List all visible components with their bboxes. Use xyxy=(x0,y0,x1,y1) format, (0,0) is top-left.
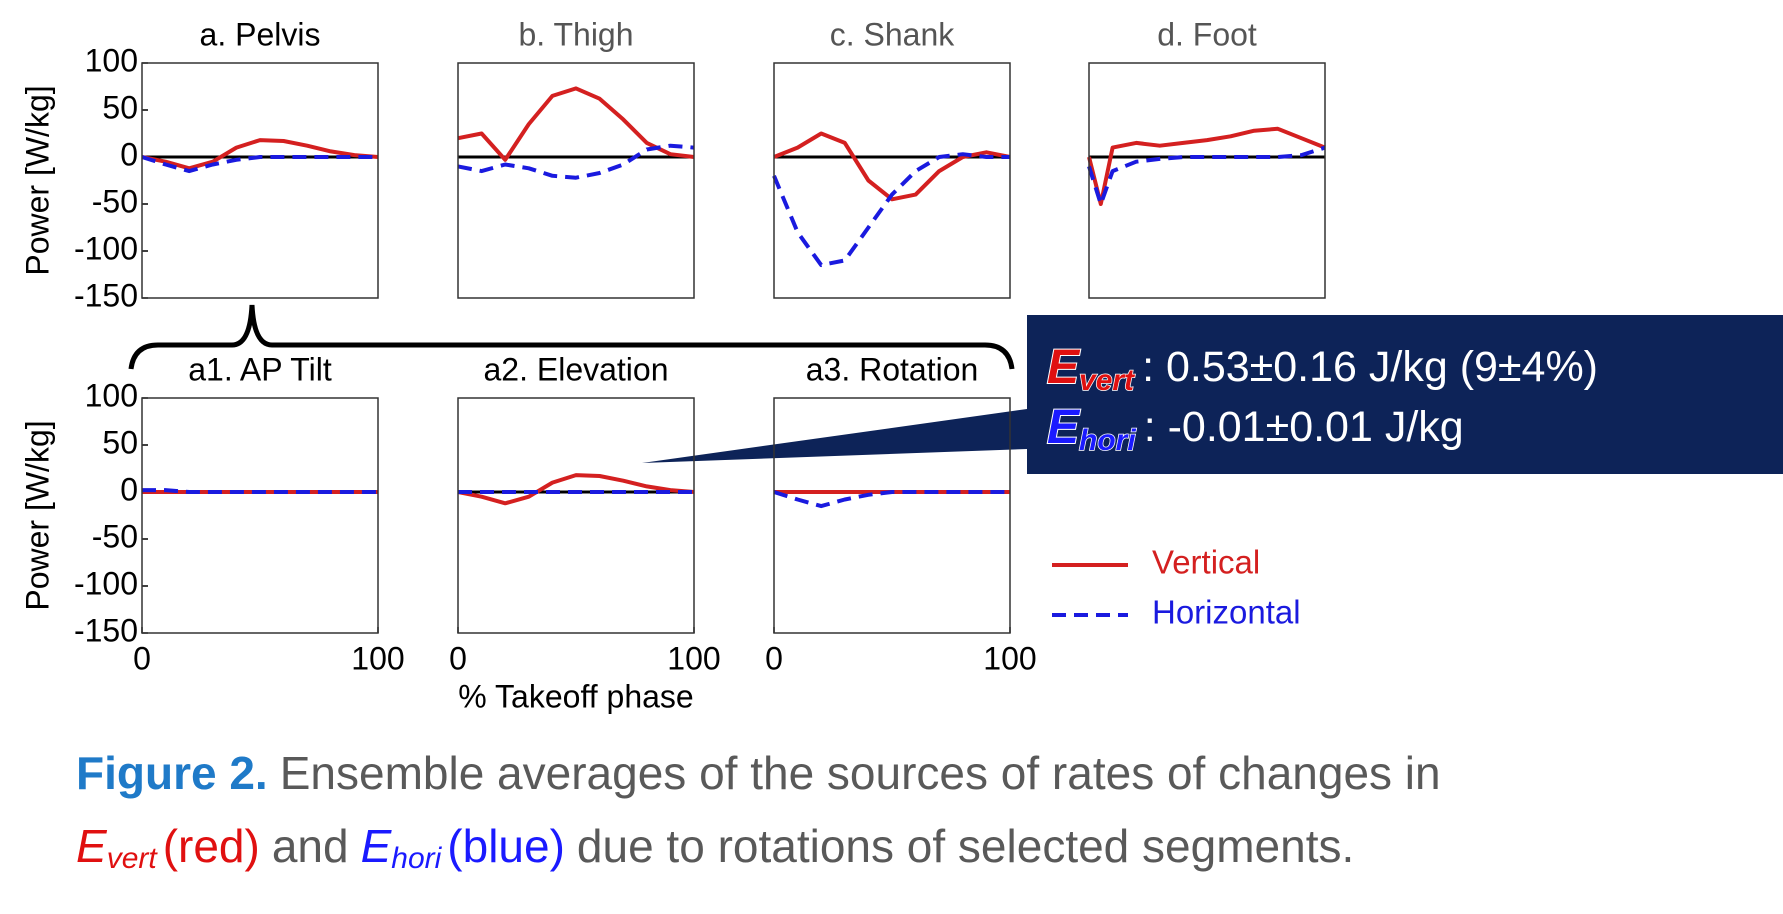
panel-title: a2. Elevation xyxy=(483,351,668,387)
callout-pointer xyxy=(642,409,1027,463)
caption-subscript: hori xyxy=(391,842,442,875)
x-axis-label: % Takeoff phase xyxy=(458,678,693,714)
y-tick-label: 50 xyxy=(102,89,138,125)
y-tick-label: 0 xyxy=(120,136,138,172)
plot-frame xyxy=(773,397,1011,634)
y-tick-label: -100 xyxy=(74,565,138,601)
series-line xyxy=(1087,145,1326,206)
caption-label: Figure 2. xyxy=(76,747,268,799)
brace xyxy=(128,304,1015,370)
subscript: vert xyxy=(1079,364,1136,397)
callout-box xyxy=(1027,315,1783,474)
plot-frame xyxy=(141,397,379,634)
caption-text: due to rotations of selected segments. xyxy=(577,820,1354,872)
caption-subscript: vert xyxy=(107,842,159,875)
series-line xyxy=(141,155,378,174)
x-tick-label: 0 xyxy=(133,640,151,676)
legend-label: Horizontal xyxy=(1152,594,1301,631)
plot-frame xyxy=(1088,62,1326,299)
panel-title: d. Foot xyxy=(1157,16,1257,52)
caption-symbol: E xyxy=(361,820,393,872)
series-line xyxy=(772,152,1010,268)
y-tick-label: 100 xyxy=(85,377,138,413)
series-line xyxy=(457,143,695,180)
y-tick-label: 0 xyxy=(120,471,138,507)
y-tick-label: -50 xyxy=(92,518,138,554)
plot-frame xyxy=(457,62,695,299)
x-tick-label: 100 xyxy=(667,640,720,676)
series-line xyxy=(773,131,1011,202)
plot-frame xyxy=(141,62,379,299)
series-line xyxy=(773,490,1010,509)
panel-title: c. Shank xyxy=(830,16,956,52)
y-tick-label: -50 xyxy=(92,183,138,219)
series-line xyxy=(1087,126,1326,206)
subscript: hori xyxy=(1079,424,1136,457)
caption-text: Ensemble averages of the sources of rate… xyxy=(280,747,1441,799)
caption-line: Figure 2. Ensemble averages of the source… xyxy=(76,747,1441,799)
caption-line: Evert (red) and Ehori (blue) due to rotations… xyxy=(76,820,1354,875)
caption-text: and xyxy=(272,820,349,872)
callout-line: Ehori: -0.01±0.01 J/kg xyxy=(1047,401,1464,457)
x-tick-label: 100 xyxy=(351,640,404,676)
legend-label: Vertical xyxy=(1152,544,1260,581)
series-line xyxy=(142,488,378,494)
value-text: : -0.01±0.01 J/kg xyxy=(1144,403,1464,451)
caption-color-word: (blue) xyxy=(447,820,565,872)
caption-color-word: (red) xyxy=(163,820,260,872)
y-tick-label: 100 xyxy=(85,42,138,78)
y-tick-label: 50 xyxy=(102,424,138,460)
value-text: : 0.53±0.16 J/kg (9±4%) xyxy=(1142,343,1598,391)
y-axis-label: Power [W/kg] xyxy=(19,85,55,275)
plot-frame xyxy=(773,62,1011,299)
panel-title: a1. AP Tilt xyxy=(188,351,332,387)
panel-title: b. Thigh xyxy=(518,16,633,52)
caption-symbol: E xyxy=(76,820,108,872)
y-axis-label: Power [W/kg] xyxy=(19,420,55,610)
panel-title: a3. Rotation xyxy=(806,351,979,387)
x-tick-label: 0 xyxy=(765,640,783,676)
y-tick-label: -150 xyxy=(74,277,138,313)
series-line xyxy=(141,138,379,171)
y-tick-label: -150 xyxy=(74,612,138,648)
plot-frame xyxy=(457,397,695,634)
series-line xyxy=(457,473,695,506)
symbol: E xyxy=(1047,341,1081,394)
x-tick-label: 0 xyxy=(449,640,467,676)
y-tick-label: -100 xyxy=(74,230,138,266)
panel-title: a. Pelvis xyxy=(200,16,321,52)
x-tick-label: 100 xyxy=(983,640,1036,676)
symbol: E xyxy=(1047,401,1081,454)
callout-line: Evert: 0.53±0.16 J/kg (9±4%) xyxy=(1047,341,1598,397)
